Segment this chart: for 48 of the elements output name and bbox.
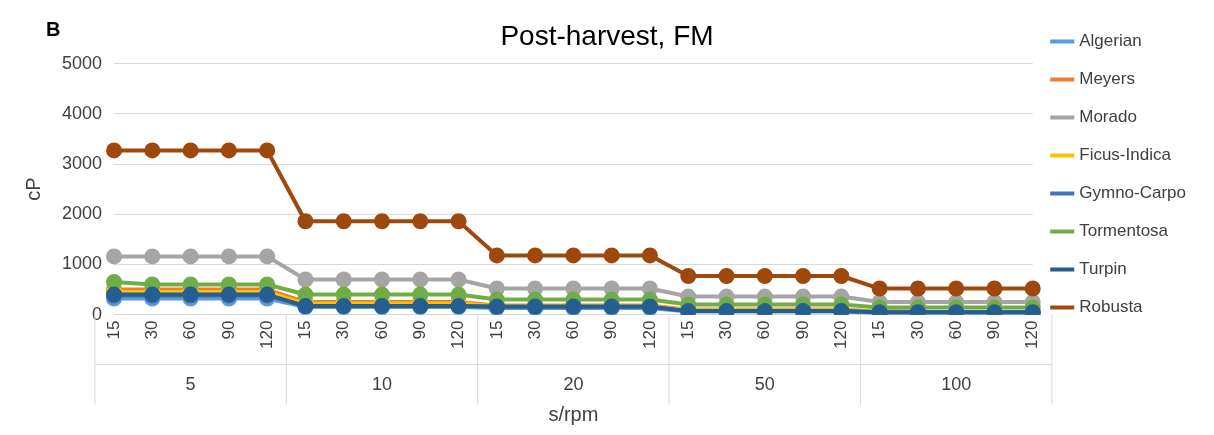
text: 100 (941, 373, 972, 394)
x-tick-label: 90 (601, 320, 621, 340)
x-tick-label: 120 (639, 320, 659, 350)
x-tick-label: 120 (448, 320, 468, 350)
y-tick-label: 2000 (62, 203, 103, 224)
x-tick-label: 120 (831, 320, 851, 350)
x-tick-label: 30 (907, 320, 927, 340)
x-tick-label: 15 (103, 320, 123, 340)
legend-label: Gymno-Carpo (1079, 183, 1187, 203)
legend-label: Morado (1079, 107, 1137, 127)
chart-title: Post-harvest, FM (500, 19, 714, 51)
legend-label: Ficus-Indica (1079, 145, 1172, 165)
y-tick-label: 3000 (62, 152, 103, 173)
legend-label: Tormentosa (1079, 221, 1169, 241)
x-tick-label: 15 (677, 320, 697, 340)
y-axis-title: cP (21, 177, 44, 201)
y-tick-label: 5000 (62, 52, 103, 73)
x-axis-title: s/rpm (548, 402, 599, 425)
x-tick-label: 90 (984, 320, 1004, 340)
x-tick-label: 30 (142, 320, 162, 340)
x-tick-label: 60 (180, 320, 200, 340)
x-tick-label: 60 (754, 320, 774, 340)
text: B (46, 17, 61, 40)
y-tick-label: 0 (92, 303, 103, 324)
x-tick-label: 90 (792, 320, 812, 340)
x-tick-label: 15 (486, 320, 506, 340)
x-tick-label: 90 (218, 320, 238, 340)
x-tick-label: 60 (563, 320, 583, 340)
x-tick-label: 30 (524, 320, 544, 340)
y-tick-label: 4000 (62, 102, 103, 123)
text: 50 (754, 373, 775, 394)
x-tick-label: 15 (869, 320, 889, 340)
text: 20 (563, 373, 584, 394)
y-tick-label: 1000 (62, 253, 103, 274)
text: 5 (185, 373, 196, 394)
x-tick-label: 120 (256, 320, 276, 350)
legend-label: Meyers (1079, 69, 1135, 89)
legend-label: Turpin (1079, 259, 1127, 279)
x-tick-label: 30 (716, 320, 736, 340)
legend-label: Algerian (1079, 31, 1142, 51)
x-tick-label: 15 (295, 320, 315, 340)
x-tick-label: 120 (1022, 320, 1042, 350)
x-tick-label: 60 (371, 320, 391, 340)
text: 10 (371, 373, 393, 394)
x-tick-label: 90 (409, 320, 429, 340)
x-tick-label: 30 (333, 320, 353, 340)
legend-label: Robusta (1079, 297, 1144, 317)
x-tick-label: 60 (945, 320, 965, 340)
